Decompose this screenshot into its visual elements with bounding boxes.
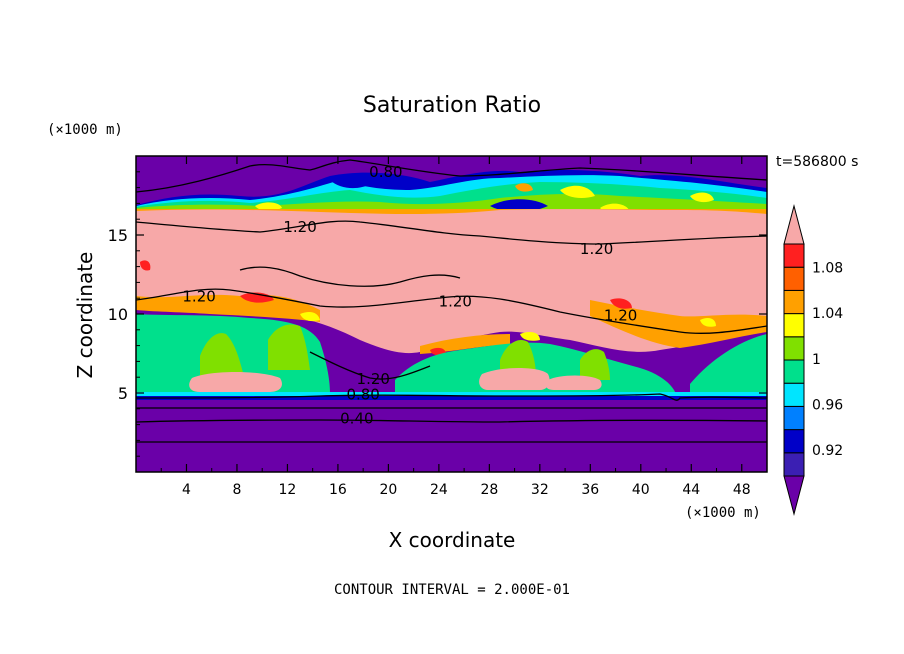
x-tick-label-24: 24 (430, 482, 448, 498)
x-unit-label: (×1000 m) (685, 505, 761, 521)
colorbar-label-4: 1.08 (812, 261, 843, 277)
field-lower-pink-pools (189, 368, 602, 392)
colorbar-label-1: 0.96 (812, 397, 843, 413)
contour-label-layer: 0.801.201.201.20 1.201.201.200.800.40 (182, 163, 637, 427)
colorbar-box-2 (783, 405, 805, 431)
contour-120-upper (136, 220, 767, 245)
y-tick-label-10: 10 (108, 305, 128, 324)
colorbar-box-8 (783, 266, 805, 291)
colorbar-low-triangle (783, 475, 805, 516)
colorbar-box-0 (783, 452, 805, 477)
x-tick-label-16: 16 (329, 482, 347, 498)
colorbar-box-4 (783, 359, 805, 384)
x-tick-label-8: 8 (232, 482, 241, 498)
colorbar-box-9 (783, 243, 805, 268)
plot-area: 0.801.201.201.20 1.201.201.200.800.40 (136, 156, 767, 472)
colorbar-box-7 (783, 289, 805, 315)
y-unit-label: (×1000 m) (47, 122, 123, 138)
y-axis-title: Z coordinate (73, 252, 97, 379)
y-axis-ticks: 5 10 15 (108, 171, 767, 457)
contour-080-lower (136, 393, 767, 401)
y-tick-label-5: 5 (118, 384, 128, 403)
contour-label-0: 0.80 (369, 163, 402, 181)
contour-040 (136, 419, 767, 423)
contour-label-5: 1.20 (604, 307, 637, 325)
field-mid-orange (136, 294, 767, 354)
contour-label-3: 1.20 (182, 288, 215, 306)
x-tick-label-32: 32 (531, 482, 549, 498)
field-lower-lime (200, 324, 610, 380)
contour-label-8: 0.40 (340, 409, 373, 427)
contour-interval-footer: CONTOUR INTERVAL = 2.000E-01 (334, 582, 570, 598)
contour-label-2: 1.20 (580, 240, 613, 258)
x-axis-ticks: 4 8 12 16 20 24 28 32 36 40 44 48 (160, 156, 751, 498)
chart-title: Saturation Ratio (363, 93, 541, 118)
contour-lines (136, 159, 767, 443)
contour-label-7: 0.80 (346, 386, 379, 404)
contour-label-1: 1.20 (283, 218, 316, 236)
y-tick-label-15: 15 (108, 226, 128, 245)
x-tick-label-36: 36 (581, 482, 599, 498)
colorbar-box-1 (783, 429, 805, 454)
x-tick-label-4: 4 (182, 482, 191, 498)
x-tick-label-44: 44 (682, 482, 700, 498)
colorbar-box-6 (783, 313, 805, 338)
x-tick-label-12: 12 (279, 482, 297, 498)
contour-120-inner (239, 266, 461, 287)
x-axis-title: X coordinate (389, 528, 516, 552)
contour-120-mid (136, 288, 767, 334)
colorbar-label-3: 1.04 (812, 306, 843, 322)
colorbar-label-0: 0.92 (812, 443, 843, 459)
x-tick-label-40: 40 (632, 482, 650, 498)
x-tick-label-28: 28 (480, 482, 498, 498)
contour-label-6: 1.20 (357, 370, 390, 388)
contour-080-top (136, 159, 767, 193)
colorbar-label-2: 1 (812, 352, 821, 368)
x-tick-label-20: 20 (379, 482, 397, 498)
contour-120-lower (309, 351, 431, 380)
colorbar-box-3 (783, 382, 805, 407)
x-tick-label-48: 48 (733, 482, 751, 498)
field-upper-blue-core (330, 177, 548, 212)
colorbar-box-5 (783, 336, 805, 361)
contour-label-4: 1.20 (439, 292, 472, 310)
time-label: t=586800 s (776, 154, 858, 170)
colorbar-high-triangle (783, 204, 805, 245)
colorbar: 0.92 0.96 1 1.04 1.08 (783, 204, 843, 516)
